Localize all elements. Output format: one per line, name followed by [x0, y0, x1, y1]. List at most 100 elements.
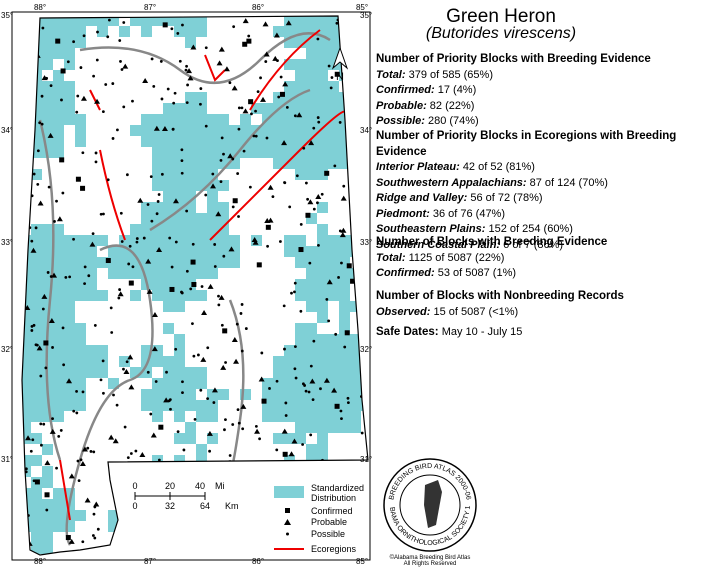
possible-symbol: [181, 530, 185, 534]
possible-symbol: [211, 172, 215, 176]
possible-symbol: [81, 540, 85, 544]
distribution-block: [75, 26, 86, 37]
distribution-block: [75, 334, 86, 345]
distribution-block: [196, 411, 207, 422]
distribution-block: [350, 26, 361, 37]
distribution-block: [152, 224, 163, 235]
possible-symbol: [358, 118, 362, 122]
possible-symbol: [208, 449, 211, 453]
distribution-block: [174, 125, 185, 136]
distribution-block: [53, 411, 64, 422]
distribution-block: [350, 400, 361, 411]
distribution-block: [350, 334, 361, 345]
probable-symbol: [121, 534, 128, 540]
distribution-block: [22, 136, 31, 147]
distribution-block: [185, 257, 196, 268]
map-frame: [11, 11, 371, 561]
possible-symbol: [242, 519, 245, 523]
section: Number of Priority Blocks in Ecoregions …: [376, 129, 716, 253]
distribution-block: [163, 103, 174, 114]
possible-symbol: [55, 466, 58, 470]
possible-symbol: [256, 90, 260, 94]
possible-symbol: [120, 68, 124, 71]
distribution-block: [185, 378, 196, 389]
probable-symbol: [263, 51, 270, 57]
confirmed-symbol: [34, 479, 40, 485]
distribution-block: [185, 191, 196, 202]
possible-symbol: [288, 461, 292, 465]
possible-symbol: [213, 265, 217, 268]
probable-symbol: [281, 140, 288, 146]
distribution-block: [185, 26, 196, 37]
distribution-block: [207, 389, 218, 400]
distribution-block: [31, 114, 42, 125]
distribution-block: [97, 16, 108, 26]
possible-symbol: [199, 87, 203, 90]
distribution-block: [339, 92, 350, 103]
possible-symbol: [45, 508, 49, 512]
possible-symbol: [222, 152, 225, 156]
distribution-block: [218, 510, 229, 521]
possible-symbol: [30, 194, 34, 198]
possible-symbol: [220, 323, 224, 327]
possible-symbol: [293, 367, 297, 371]
possible-symbol: [237, 127, 241, 131]
distribution-block: [64, 488, 75, 499]
distribution-block: [22, 323, 31, 334]
possible-symbol: [166, 87, 170, 91]
possible-symbol: [181, 391, 184, 395]
distribution-block: [273, 147, 284, 158]
distribution-block: [328, 125, 339, 136]
possible-symbol: [299, 309, 303, 313]
distribution-block: [207, 411, 218, 422]
distribution-block: [75, 389, 86, 400]
distribution-block: [229, 521, 240, 532]
probable-symbol: [242, 108, 249, 114]
distribution-block: [339, 158, 350, 169]
distribution-block: [174, 488, 185, 499]
possible-symbol: [44, 366, 48, 370]
probable-symbol: [210, 183, 217, 189]
distribution-block: [306, 345, 317, 356]
distribution-block: [295, 378, 306, 389]
distribution-block: [295, 158, 306, 169]
distribution-block: [284, 433, 295, 444]
distribution-block: [64, 26, 75, 37]
possible-symbol: [217, 303, 221, 307]
distribution-block: [22, 422, 31, 433]
probable-symbol: [227, 153, 234, 159]
possible-symbol: [177, 504, 181, 508]
scale-bar: [134, 492, 206, 500]
confirmed-symbol: [246, 38, 252, 44]
distribution-block: [328, 103, 339, 114]
distribution-block: [31, 312, 42, 323]
possible-symbol: [327, 64, 331, 68]
stat-row: Total: 1125 of 5087 (22%): [376, 251, 607, 267]
latitude-label: 32°: [1, 345, 13, 354]
possible-symbol: [346, 396, 350, 400]
stat-value: 56 of 72 (78%): [470, 192, 543, 204]
possible-symbol: [231, 478, 235, 482]
possible-symbol: [223, 428, 226, 432]
distribution-block: [75, 37, 86, 48]
possible-symbol: [299, 222, 303, 226]
possible-symbol: [75, 411, 79, 415]
distribution-block: [42, 59, 53, 70]
distribution-block: [251, 147, 262, 158]
possible-symbol: [101, 110, 105, 114]
distribution-block: [22, 26, 31, 37]
distribution-block: [185, 37, 196, 48]
possible-symbol: [72, 409, 76, 413]
distribution-block: [31, 367, 42, 378]
distribution-block: [64, 268, 75, 279]
possible-symbol: [283, 181, 287, 185]
distribution-block: [141, 136, 152, 147]
distribution-block: [53, 400, 64, 411]
distribution-block: [207, 147, 218, 158]
distribution-block: [174, 114, 185, 125]
distribution-block: [152, 477, 163, 488]
possible-symbol: [152, 548, 156, 552]
probable-symbol: [127, 354, 134, 360]
distribution-block: [185, 400, 196, 411]
distribution-block: [196, 92, 207, 103]
